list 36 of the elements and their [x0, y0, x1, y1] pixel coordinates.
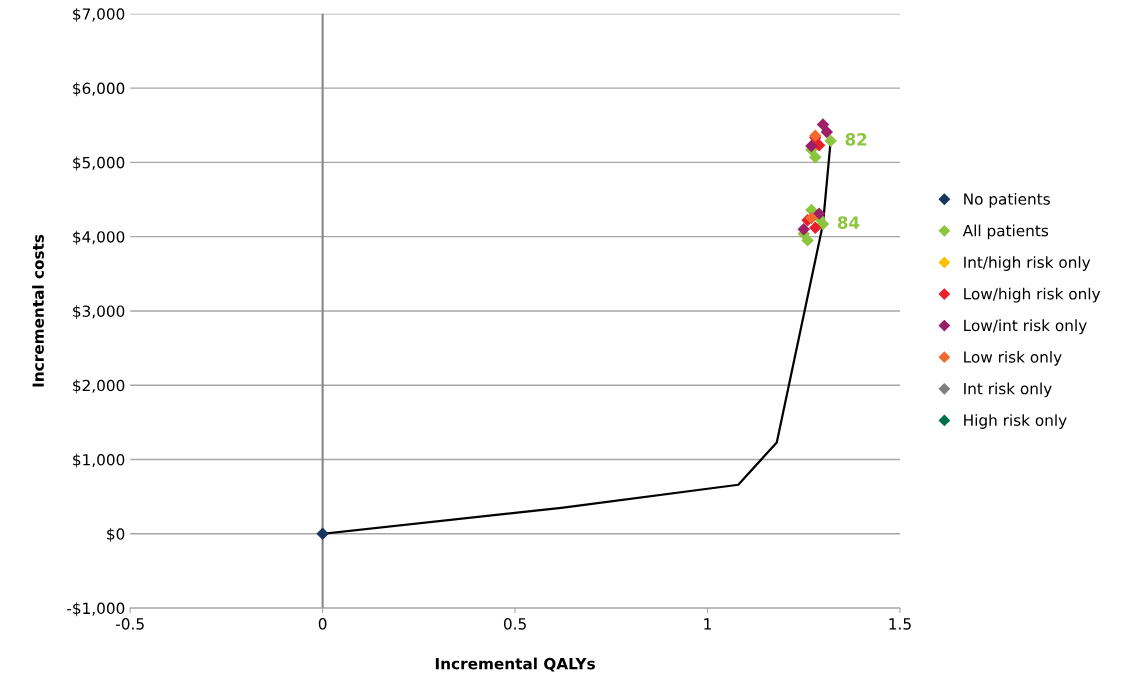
x-tick-label: 1.5	[889, 618, 911, 630]
legend-label: Low risk only	[964, 350, 1062, 366]
point	[809, 221, 822, 234]
y-tick-label: -$1,000	[67, 602, 125, 617]
legend-label: Low/int risk only	[964, 319, 1087, 335]
annotation: 84	[837, 216, 860, 229]
y-axis-title: Incremental costs	[32, 234, 44, 387]
point	[809, 150, 822, 164]
point	[801, 234, 814, 247]
x-tick-label: 0	[318, 618, 327, 630]
y-tick-label: $0	[107, 527, 125, 542]
legend-label: No patients	[964, 192, 1050, 208]
y-tick-label: $4,000	[73, 230, 125, 245]
point	[812, 207, 826, 220]
legend-label: All patients	[962, 224, 1049, 240]
y-tick-label: $7,000	[73, 8, 125, 22]
point	[824, 134, 837, 148]
point	[820, 125, 834, 139]
point	[316, 527, 329, 541]
y-tick-label: $5,000	[73, 156, 125, 171]
y-tick-label: $3,000	[73, 305, 125, 319]
point	[805, 211, 818, 225]
point	[805, 139, 818, 153]
x-axis-title: Incremental QALYs	[435, 657, 595, 672]
legend-label: Int/high risk only	[964, 256, 1091, 271]
legend-label: Int risk only	[964, 382, 1052, 398]
x-tick-label: -0.5	[116, 618, 144, 630]
legend-label: Low/high risk only	[964, 287, 1101, 303]
point	[797, 223, 810, 236]
y-tick-label: $2,000	[73, 379, 125, 394]
y-tick-label: $1,000	[73, 453, 125, 468]
x-tick-label: 1	[704, 618, 711, 630]
legend-label: High risk only	[964, 414, 1067, 429]
annotation: 82	[845, 133, 867, 146]
x-tick-label: 0.5	[503, 618, 526, 630]
y-tick-label: $6,000	[73, 82, 125, 97]
